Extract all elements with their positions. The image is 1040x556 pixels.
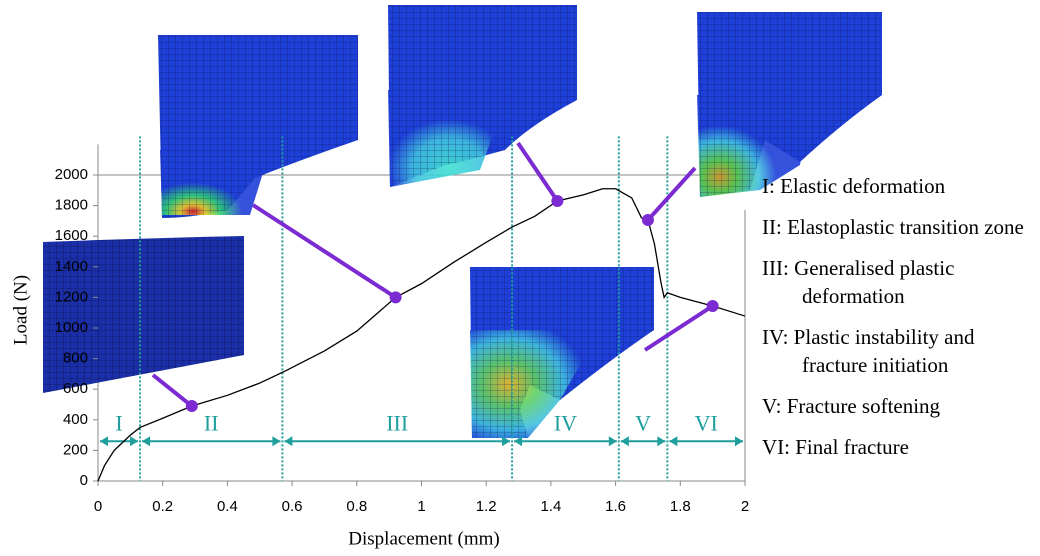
y-tick-label: 1800 [55, 197, 88, 214]
inset-mesh [388, 5, 577, 187]
load-curve [97, 188, 746, 482]
zone-legend: I: Elastic deformation II: Elastoplastic … [762, 172, 1034, 474]
y-tick-label: 2000 [55, 166, 88, 183]
zone-label: V [635, 410, 651, 435]
leader-line [646, 166, 697, 222]
y-tick-label: 1200 [55, 288, 88, 305]
marker [641, 213, 654, 226]
leader-line [251, 203, 397, 300]
arrow-head [100, 436, 139, 447]
zone-description: IV: Plastic instability and fracture ini… [762, 325, 975, 377]
plot: 0 200 400 600 800 1000 1200 1400 1600 1800 2000 0 0.… [55, 136, 749, 515]
x-tick-label: 0.6 [282, 498, 303, 515]
inset-mesh [697, 12, 882, 197]
x-tick-label: 0.2 [152, 498, 173, 515]
marker [551, 195, 564, 208]
x-tick-label: 0.8 [346, 498, 367, 515]
x-tick-label: 1.8 [670, 498, 691, 515]
inset-mesh [43, 236, 244, 393]
x-tick-label: 1.4 [540, 498, 561, 515]
y-tick-label: 200 [63, 441, 88, 458]
y-tick-label: 800 [63, 350, 88, 367]
inset-mesh [470, 267, 654, 438]
arrow-head [669, 436, 743, 447]
x-tick-label: 1.6 [605, 498, 626, 515]
y-tick-label: 1600 [55, 227, 88, 244]
x-tick-label: 1.2 [476, 498, 497, 515]
zone-label: IV [554, 410, 577, 435]
marker [185, 400, 198, 413]
y-tick-label: 400 [63, 411, 88, 428]
zone-description: VI: Final fracture [762, 435, 909, 459]
y-tick-label: 0 [80, 472, 88, 489]
leader-line [643, 304, 714, 352]
zone-description: I: Elastic deformation [762, 174, 946, 198]
y-tick-label: 1000 [55, 319, 88, 336]
y-tick-label: 600 [63, 380, 88, 397]
y-tick-label: 1400 [55, 258, 88, 275]
zone-label: VI [695, 410, 718, 435]
inset-mesh [158, 35, 358, 218]
zone-label: II [204, 410, 219, 435]
zone-label: I [115, 410, 122, 435]
zone-description: V: Fracture softening [762, 394, 941, 418]
leader-line [516, 141, 560, 203]
x-tick-label: 0 [94, 498, 102, 515]
insets [43, 5, 882, 438]
zone-label: III [386, 410, 408, 435]
x-tick-label: 2 [741, 498, 749, 515]
zone-description: III: Generalised plastic deformation [762, 256, 955, 308]
leader-line [151, 373, 194, 408]
y-axis-label: Load (N) [10, 275, 31, 345]
x-tick-label: 0.4 [217, 498, 238, 515]
x-tick-label: 1 [417, 498, 425, 515]
zone-description: II: Elastoplastic transition zone [762, 215, 1024, 239]
marker [389, 291, 402, 304]
marker [706, 299, 719, 312]
x-axis-label: Displacement (mm) [348, 528, 499, 549]
